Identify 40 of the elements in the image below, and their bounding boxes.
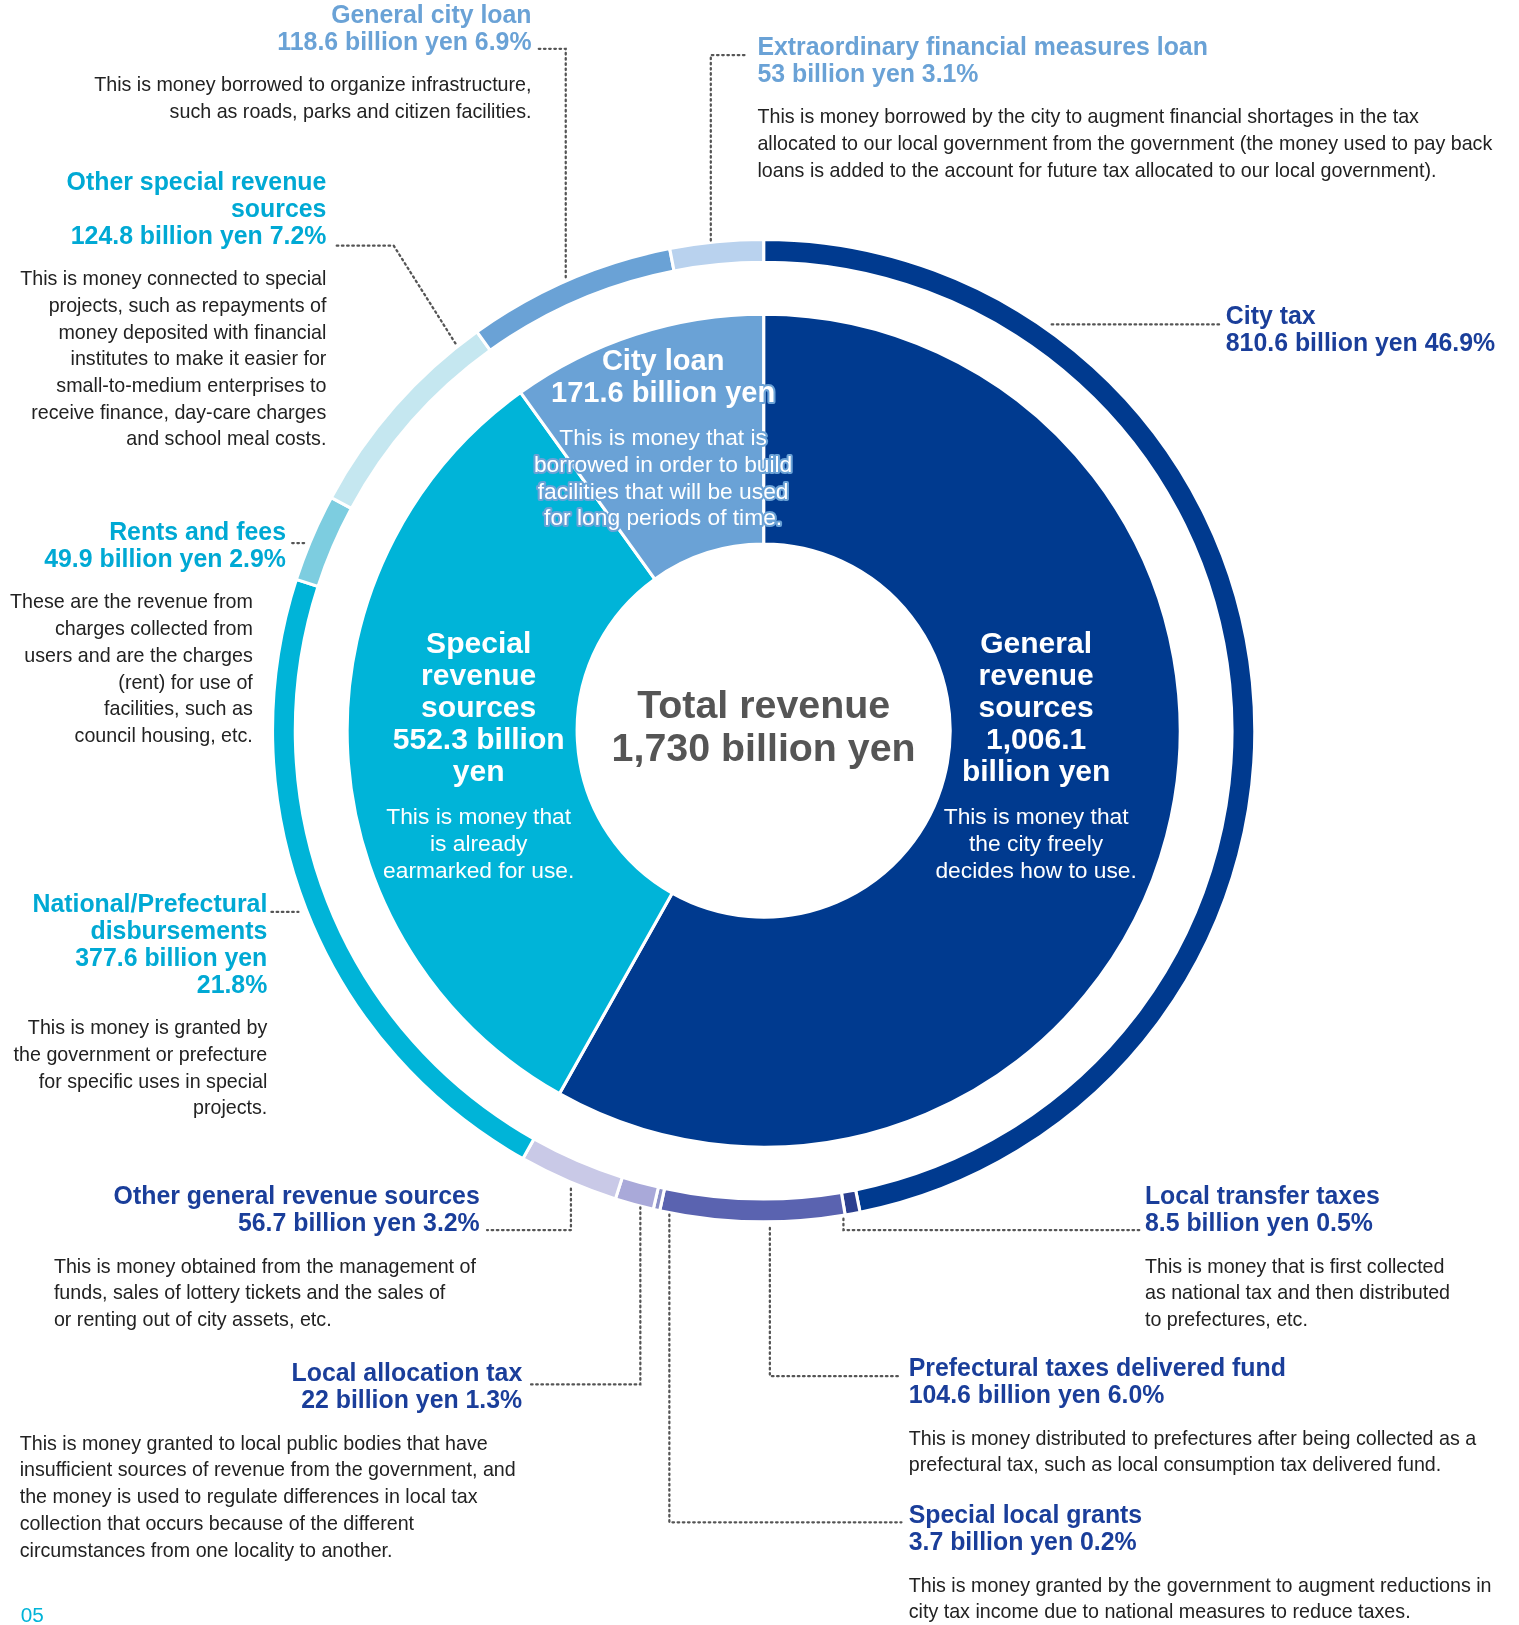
text: 05 bbox=[20, 1602, 44, 1625]
slice-label: Special local grants bbox=[908, 1500, 1143, 1529]
text: This is money connected to special projects, such as repayments of money deposited with financial institutes to make it easier for small-to-medium enterprises to receive finance, day-care charges and school meal costs. bbox=[20, 267, 327, 450]
slice-label: City loan bbox=[601, 344, 725, 377]
data-label: 377.6 billion yen bbox=[75, 942, 268, 971]
text: This is money obtained from the management of funds, sales of lottery tickets and the sales of or renting out of city assets, etc. bbox=[53, 1254, 476, 1331]
slice-label: National/Prefectural disbursements bbox=[32, 888, 268, 944]
text: This is money that is first collected as national tax and then distributed to prefectures, etc. bbox=[1144, 1254, 1451, 1331]
text: Total revenue 1,730 billion yen bbox=[611, 682, 916, 769]
text: 22 billion yen 1.3% bbox=[301, 1385, 523, 1414]
slice-label: Special revenue sources bbox=[421, 625, 537, 724]
text: This is money borrowed by the city to augment financial shortages in the tax allocated to our local government from the government (the money used to pay back loans is added to the account for future tax allocated to our local government). bbox=[757, 105, 1493, 181]
slice-label: General city loan bbox=[331, 0, 532, 28]
slice-label: Other special revenue sources bbox=[66, 166, 327, 222]
slice-label: Rents and fees bbox=[109, 516, 286, 545]
text: This is money borrowed to organize infrastructure, such as roads, parks and citizen facilities. bbox=[94, 73, 532, 123]
text: 810.6 billion yen 46.9% bbox=[1225, 328, 1496, 357]
slice-label: Prefectural taxes delivered fund bbox=[908, 1353, 1286, 1382]
slice-label: Local allocation tax bbox=[291, 1358, 523, 1387]
slice-label: City tax bbox=[1225, 301, 1316, 330]
text: 3.7 billion yen 0.2% bbox=[908, 1527, 1137, 1556]
text: 124.8 billion yen 7.2% bbox=[70, 220, 327, 249]
text: 53 billion yen 3.1% bbox=[757, 59, 979, 88]
text: This is money granted to local public bodies that have insufficient sources of revenue from the government, and the money is used to regulate differences in local tax collection that occurs because of the different circumstances from one locality to another. bbox=[19, 1431, 516, 1561]
text: This is money is granted by the government or prefecture for specific uses in special projects. bbox=[13, 1016, 268, 1119]
text: 49.9 billion yen 2.9% bbox=[44, 543, 286, 572]
data-label: 552.3 billion yen bbox=[392, 722, 565, 788]
text: This is money distributed to prefectures after being collected as a prefectural tax, such as local consumption tax delivered fund. bbox=[908, 1426, 1477, 1476]
text: 8.5 billion yen 0.5% bbox=[1144, 1208, 1373, 1237]
text: This is money that is already earmarked for use. bbox=[383, 802, 575, 883]
slice-label: Extraordinary financial measures loan bbox=[757, 32, 1208, 61]
text: This is money granted by the government to augment reductions in city tax income due to national measures to reduce taxes. bbox=[908, 1573, 1492, 1623]
text: 56.7 billion yen 3.2% bbox=[237, 1208, 480, 1237]
slice-label: Local transfer taxes bbox=[1144, 1181, 1380, 1210]
slice-label: Other general revenue sources bbox=[113, 1181, 480, 1210]
slice-label: General revenue sources bbox=[978, 625, 1094, 724]
text: These are the revenue from charges collected from users and are the charges (rent) for use of facilities, such as council housing, etc. bbox=[10, 590, 253, 747]
text: 104.6 billion yen 6.0% bbox=[908, 1380, 1165, 1409]
data-label: 1,006.1 billion yen bbox=[961, 722, 1111, 788]
text: This is money that the city freely decides how to use. bbox=[935, 802, 1137, 883]
